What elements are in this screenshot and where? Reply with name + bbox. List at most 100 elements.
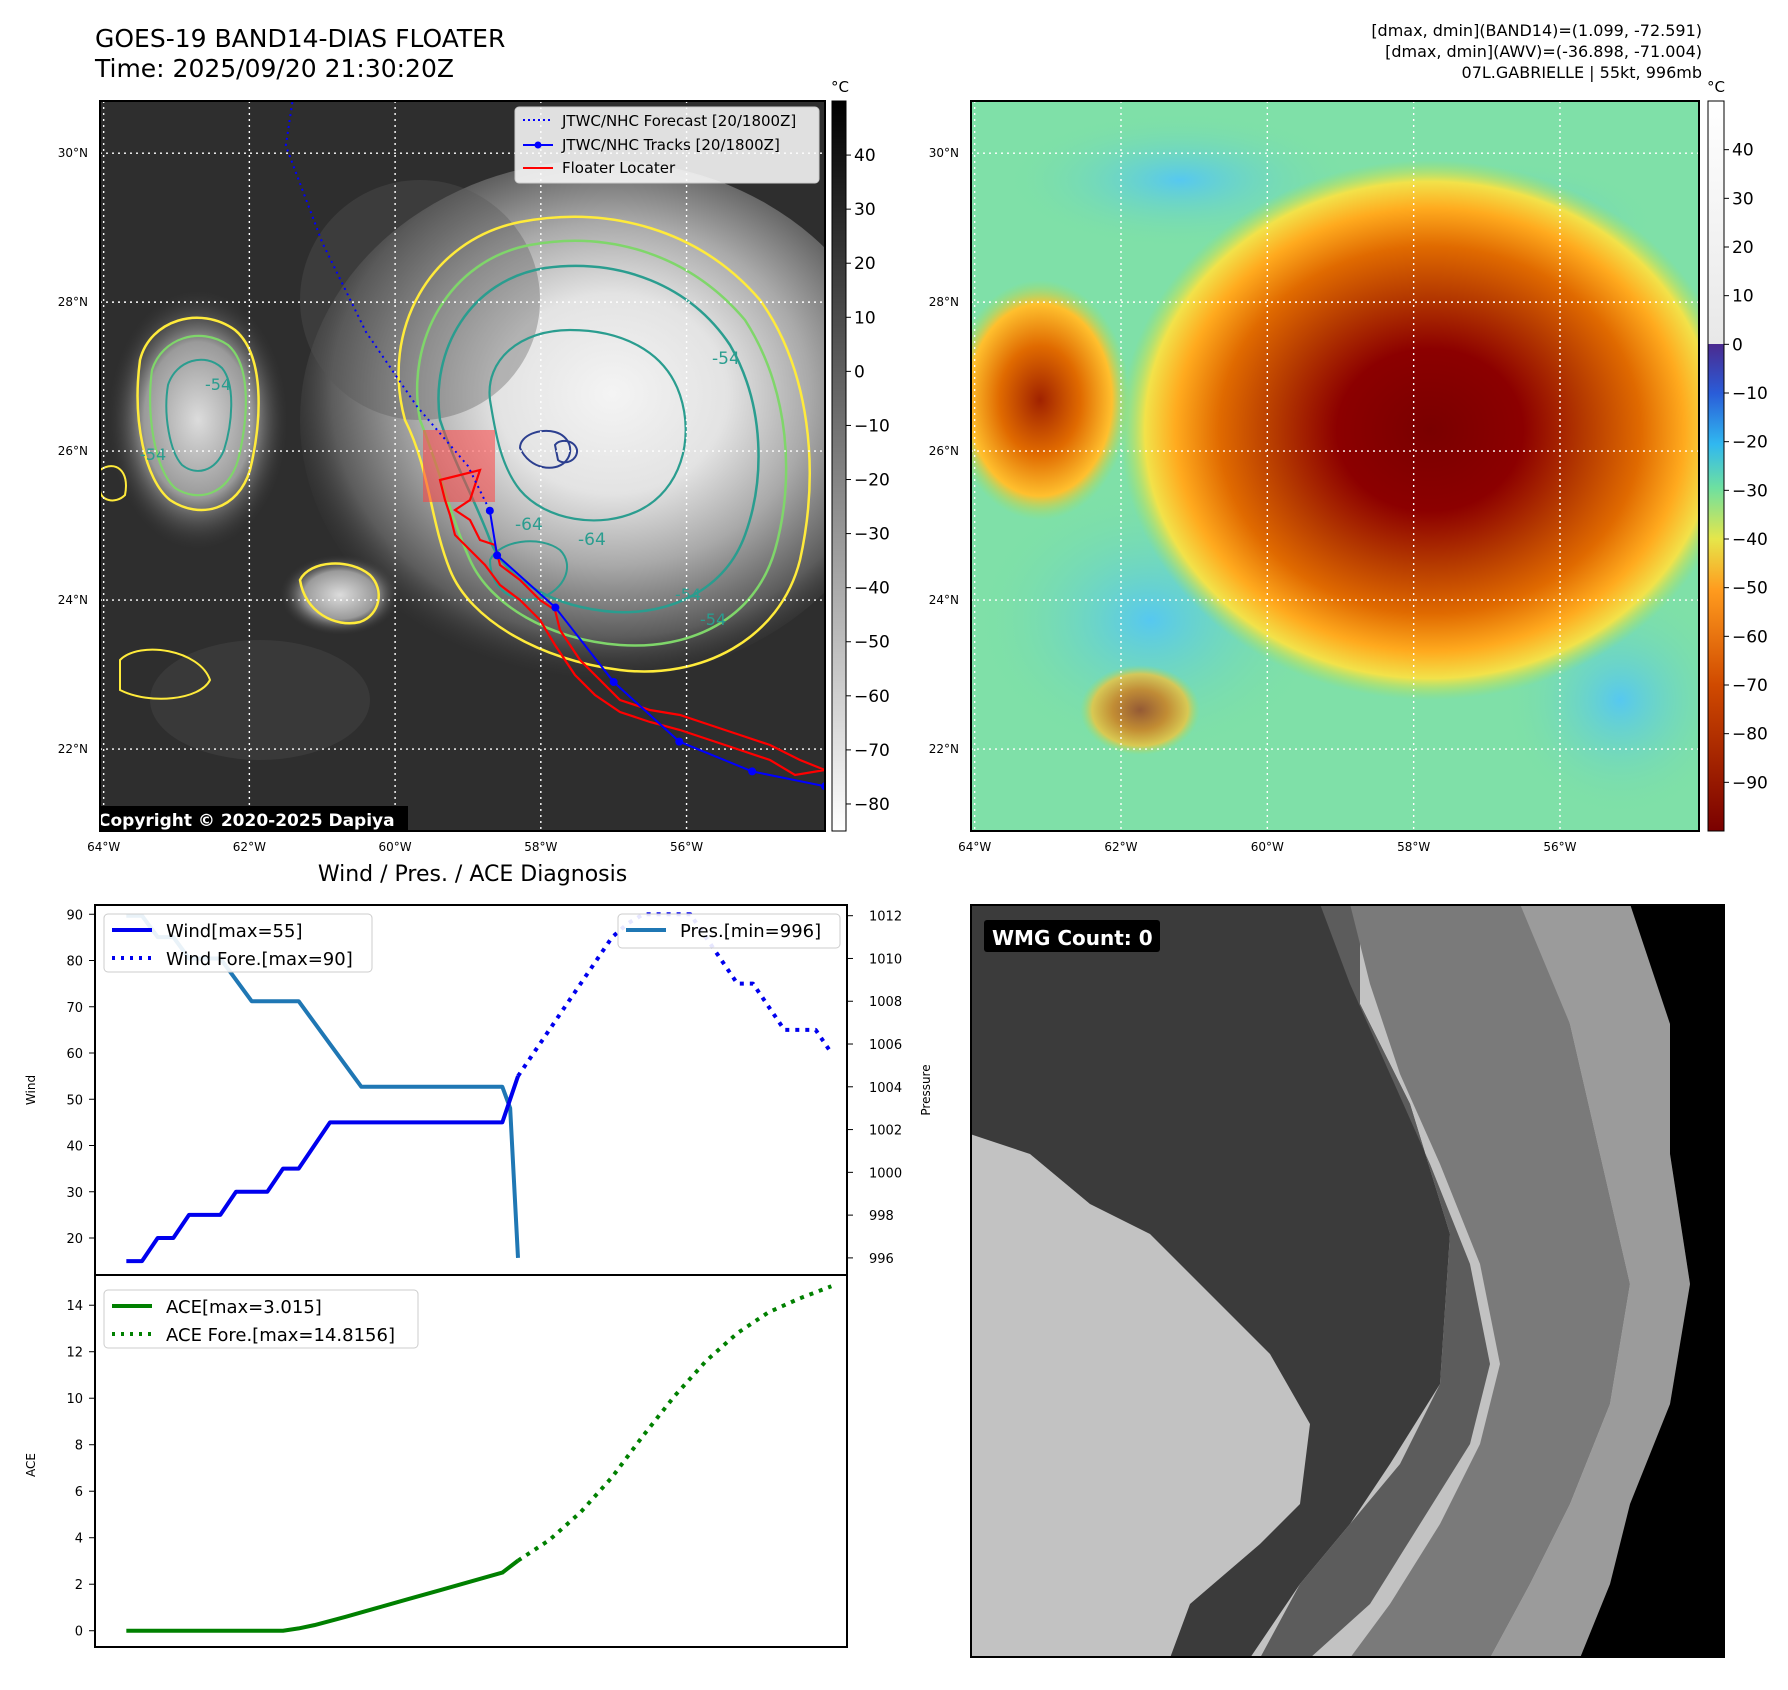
track-point	[609, 678, 618, 687]
ace-legend: ACE[max=3.015] ACE Fore.[max=14.8156]	[103, 1289, 419, 1349]
colorbar-tick-label: −40	[1732, 530, 1768, 550]
y-tick-label: 6	[75, 1485, 83, 1500]
legend-pressure-label: Pres.[min=996]	[680, 921, 821, 942]
ir-colorbar-unit: °C	[831, 78, 849, 96]
contour-label: -54	[700, 610, 726, 629]
observed-track-points	[485, 506, 825, 791]
wmg-count-label: WMG Count: 0	[992, 926, 1153, 950]
contour-label: -54	[140, 445, 166, 464]
ace-series-group	[126, 1284, 833, 1633]
colorbar-tick-label: −90	[1732, 773, 1768, 793]
y2-tick-label: 998	[869, 1209, 894, 1224]
y-tick-label: 80	[66, 955, 83, 970]
y-tick-label: 14	[66, 1299, 83, 1314]
pressure-legend: Pres.[min=996]	[617, 913, 841, 949]
colorbar-tick-label: −80	[854, 795, 890, 815]
colorbar-tick-label: −30	[854, 525, 890, 545]
y-tick-label: 8	[75, 1439, 83, 1454]
wv-colorbar-unit: °C	[1707, 78, 1725, 96]
lat-tick-label: 24°N	[58, 593, 88, 607]
wmg-region-black	[1580, 904, 1725, 1658]
series-line-ace	[126, 1559, 520, 1633]
colorbar-tick-label: 20	[1732, 238, 1754, 258]
colorbar-tick-label: −20	[854, 471, 890, 491]
wv-imagery	[971, 101, 1699, 831]
y-tick-label: 0	[75, 1625, 83, 1640]
lon-tick-label: 64°W	[958, 840, 991, 854]
wv-colorbar-ticks: 40 30 20 10 0 −10 −20 −30 −40 −50 −60 −70 −80 −90	[1724, 141, 1768, 793]
colorbar-tick-label: −50	[854, 633, 890, 653]
ir-lat-labels: 30°N 28°N 26°N 24°N 22°N	[58, 146, 88, 756]
lon-tick-label: 58°W	[1397, 840, 1430, 854]
y-tick-label: 40	[66, 1140, 83, 1155]
legend-forecast-label: JTWC/NHC Forecast [20/1800Z]	[561, 112, 796, 130]
y-tick-label: 20	[66, 1232, 83, 1247]
colorbar-tick-label: −50	[1732, 579, 1768, 599]
colorbar-tick-label: 0	[1732, 335, 1743, 355]
lat-tick-label: 24°N	[929, 593, 959, 607]
y-tick-label: 4	[75, 1532, 83, 1547]
floater-box	[423, 430, 495, 502]
y2-tick-label: 1010	[869, 952, 902, 967]
legend-ace-label: ACE[max=3.015]	[166, 1297, 322, 1318]
lon-tick-label: 64°W	[87, 840, 120, 854]
colorbar-tick-label: 30	[854, 200, 876, 220]
forecast-track-line	[284, 101, 491, 512]
ir-map-frame	[99, 100, 826, 832]
lon-tick-label: 56°W	[670, 840, 703, 854]
track-point	[485, 506, 494, 515]
y2-tick-label: 1002	[869, 1124, 902, 1139]
lon-tick-label: 62°W	[233, 840, 266, 854]
ir-imagery: -54 -64 -64 -54 -54 -54 -54 Copyright © …	[98, 101, 825, 831]
y-tick-label: 70	[66, 1001, 83, 1016]
colorbar-tick-label: −10	[1732, 384, 1768, 404]
legend-wind-forecast-label: Wind Fore.[max=90]	[166, 949, 353, 970]
y2-tick-label: 1008	[869, 995, 902, 1010]
ir-legend: JTWC/NHC Forecast [20/1800Z] JTWC/NHC Tr…	[514, 106, 820, 184]
storm-info: [dmax, dmin](BAND14)=(1.099, -72.591) [d…	[1371, 20, 1702, 83]
info-line-2: [dmax, dmin](AWV)=(-36.898, -71.004)	[1385, 42, 1702, 61]
contour-label: -54	[712, 349, 740, 369]
colorbar-tick-label: −60	[1732, 627, 1768, 647]
y2-tick-label: 1004	[869, 1081, 902, 1096]
wv-colorbar	[1707, 100, 1725, 832]
ace-ylabel: ACE	[24, 1453, 38, 1477]
ir-colorbar-ticks: 40 30 20 10 0 −10 −20 −30 −40 −50 −60 −70 −80	[846, 146, 890, 815]
wmg-frame	[970, 904, 1725, 1658]
contour-label: -64	[515, 515, 543, 535]
lon-tick-label: 60°W	[1251, 840, 1284, 854]
figure-title: GOES-19 BAND14-DIAS FLOATER Time: 2025/0…	[95, 24, 505, 84]
y-tick-label: 50	[66, 1093, 83, 1108]
track-point	[493, 551, 502, 560]
lat-tick-label: 26°N	[929, 444, 959, 458]
wmg-region-midlight	[1350, 904, 1630, 1658]
lon-tick-label: 62°W	[1104, 840, 1137, 854]
wmg-region-mid	[1170, 904, 1490, 1658]
wmg-region-dark	[970, 904, 1450, 1658]
series-line-wind	[126, 1075, 520, 1264]
y-tick-label: 2	[75, 1578, 83, 1593]
y2-tick-label: 1000	[869, 1166, 902, 1181]
colorbar-tick-label: 40	[854, 146, 876, 166]
colorbar-tick-label: 10	[1732, 287, 1754, 307]
pressure-axis: 996 998 1000 1002 1004 1006 1008 1010 1012	[847, 910, 902, 1267]
colorbar-tick-label: −70	[1732, 676, 1768, 696]
contour-label: -54	[675, 585, 701, 604]
copyright-text: Copyright © 2020-2025 Dapiya	[98, 811, 395, 831]
lon-tick-label: 56°W	[1543, 840, 1576, 854]
colorbar-tick-label: −80	[1732, 725, 1768, 745]
legend-track-label: JTWC/NHC Tracks [20/1800Z]	[561, 136, 780, 154]
colorbar-tick-label: −10	[854, 416, 890, 436]
y-tick-label: 12	[66, 1346, 83, 1361]
legend-track-marker	[534, 141, 542, 149]
ir-map-panel: -54 -64 -64 -54 -54 -54 -54 Copyright © …	[58, 78, 1768, 854]
lat-tick-label: 30°N	[929, 146, 959, 160]
colorbar-tick-label: 40	[1732, 141, 1754, 161]
y-tick-label: 30	[66, 1186, 83, 1201]
wv-map-frame	[970, 100, 1700, 832]
wmg-region-light	[1490, 904, 1690, 1658]
wv-lat-labels: 30°N 28°N 26°N 24°N 22°N	[929, 146, 959, 756]
wind-legend: Wind[max=55] Wind Fore.[max=90]	[103, 913, 373, 973]
y-tick-label: 60	[66, 1047, 83, 1062]
